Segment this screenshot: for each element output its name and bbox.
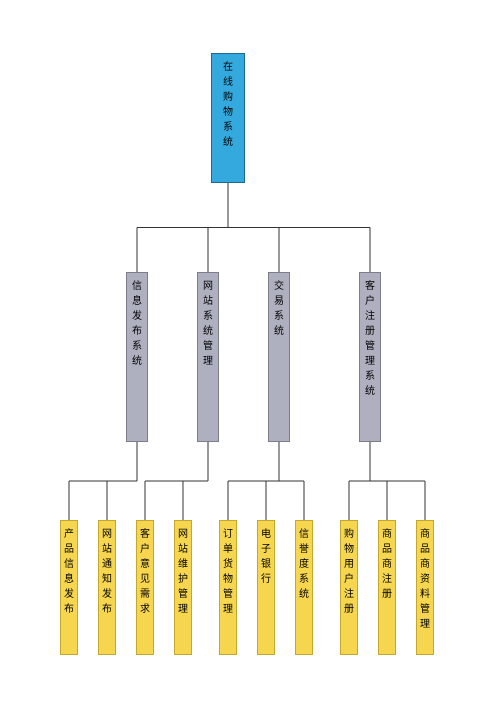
level3-node: 商品商资料管理 [416, 520, 434, 655]
level3-node: 购物用户注册 [340, 520, 358, 655]
level3-node: 网站维护管理 [174, 520, 192, 655]
level2-node: 网站系统管理 [197, 272, 219, 442]
level2-node: 信息发布系统 [126, 272, 148, 442]
level3-node: 商品商注册 [378, 520, 396, 655]
level3-node: 网站通知发布 [98, 520, 116, 655]
level3-node: 产品信息发布 [60, 520, 78, 655]
level2-node: 客户注册管理系统 [359, 272, 381, 442]
level3-node: 客户意见需求 [136, 520, 154, 655]
root-node: 在线购物系统 [211, 53, 245, 183]
level3-node: 电子银行 [257, 520, 275, 655]
level3-node: 订单货物管理 [219, 520, 237, 655]
level3-node: 信誉度系统 [295, 520, 313, 655]
level2-node: 交易系统 [268, 272, 290, 442]
